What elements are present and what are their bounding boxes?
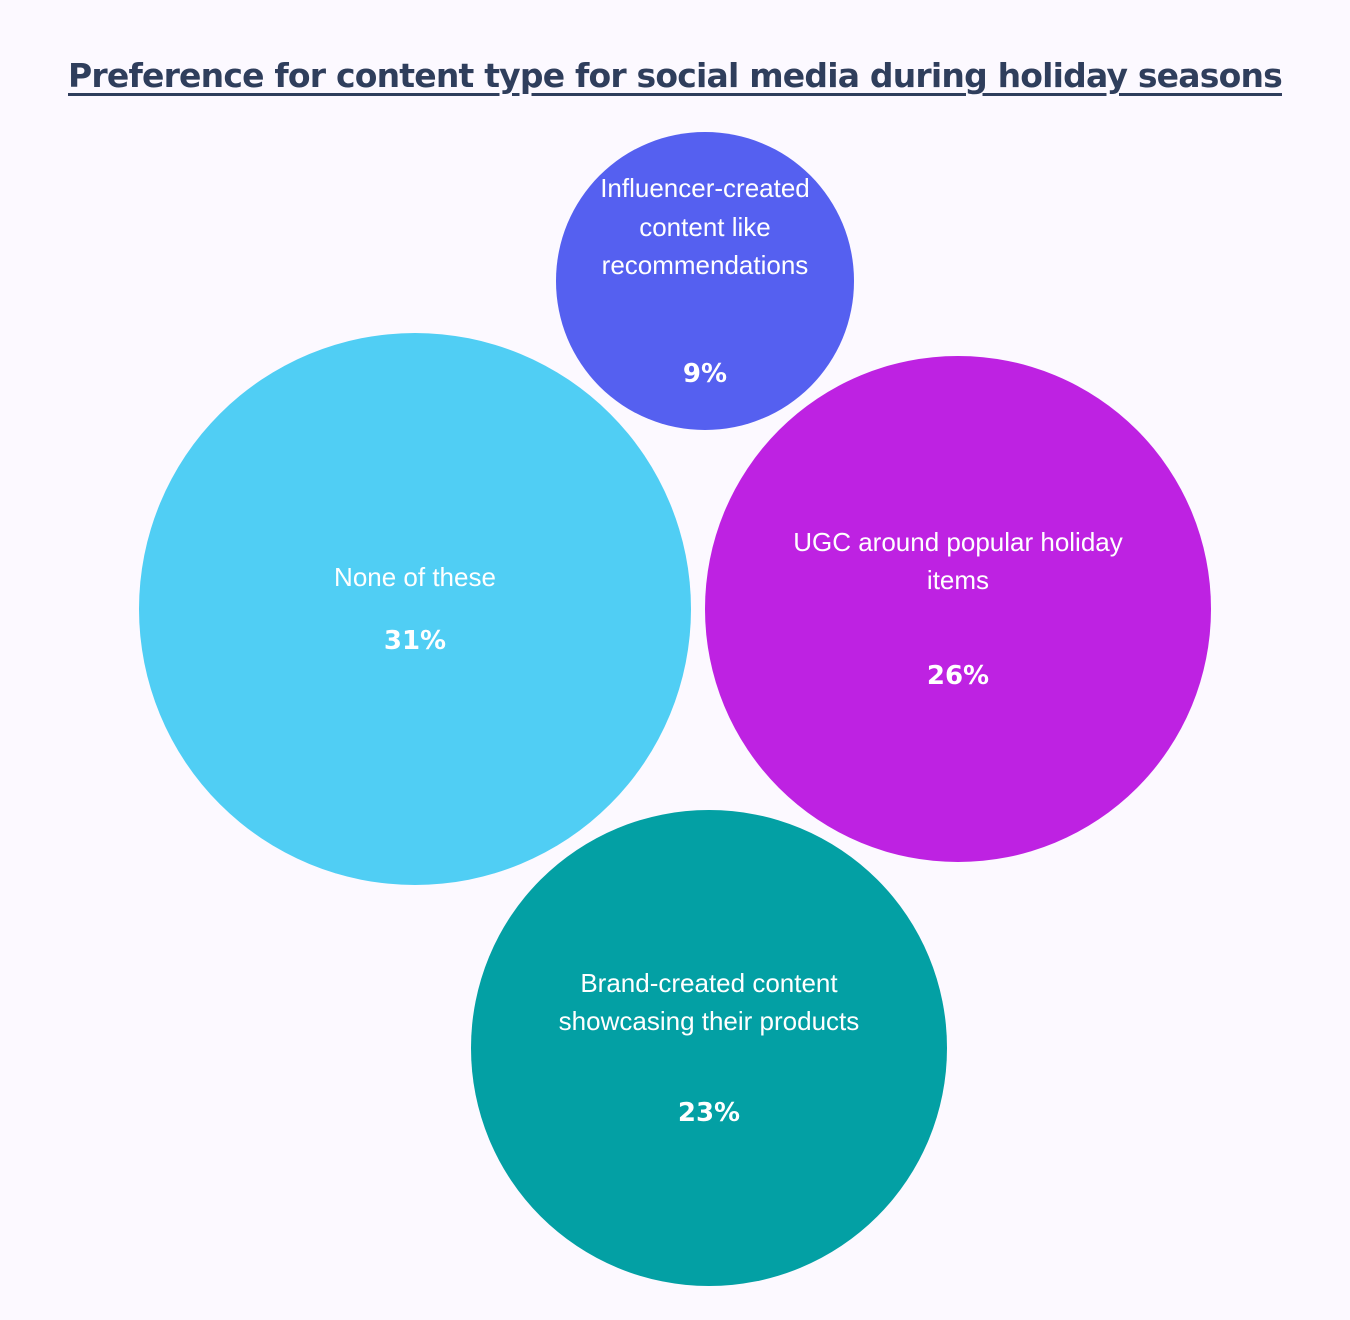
bubble-label: UGC around popular holiday items <box>705 523 1211 600</box>
bubble-label-line: Influencer-created <box>600 173 810 204</box>
bubble-label-line: items <box>926 564 990 595</box>
bubble-label-line: content like <box>639 211 771 242</box>
bubble-label-line: showcasing their products <box>558 1005 860 1036</box>
bubble-1: Influencer-created content like recommenda… <box>556 132 854 430</box>
chart-title: Preference for content type for social m… <box>68 56 1283 95</box>
bubble-label: None of these <box>139 558 691 596</box>
bubble-value: 23% <box>677 1098 741 1129</box>
bubble-label-line: recommendations <box>601 250 809 281</box>
bubble-4: Brand-created content showcasing their pr… <box>471 810 947 1286</box>
bubble-3: UGC around popular holiday items 26% <box>705 356 1211 862</box>
bubble-label-line: UGC around popular holiday <box>793 526 1123 557</box>
bubble-label-line: None of these <box>334 561 496 592</box>
bubble-value: 31% <box>383 626 447 657</box>
bubble-label: Brand-created content showcasing their pr… <box>471 964 946 1041</box>
bubble-label-line: Brand-created content <box>580 967 838 998</box>
bubble-value: 9% <box>682 358 728 389</box>
bubble-value: 26% <box>926 661 990 692</box>
bubble-label: Influencer-created content like recommenda… <box>556 169 853 284</box>
bubble-2: None of these 31% <box>139 333 691 885</box>
